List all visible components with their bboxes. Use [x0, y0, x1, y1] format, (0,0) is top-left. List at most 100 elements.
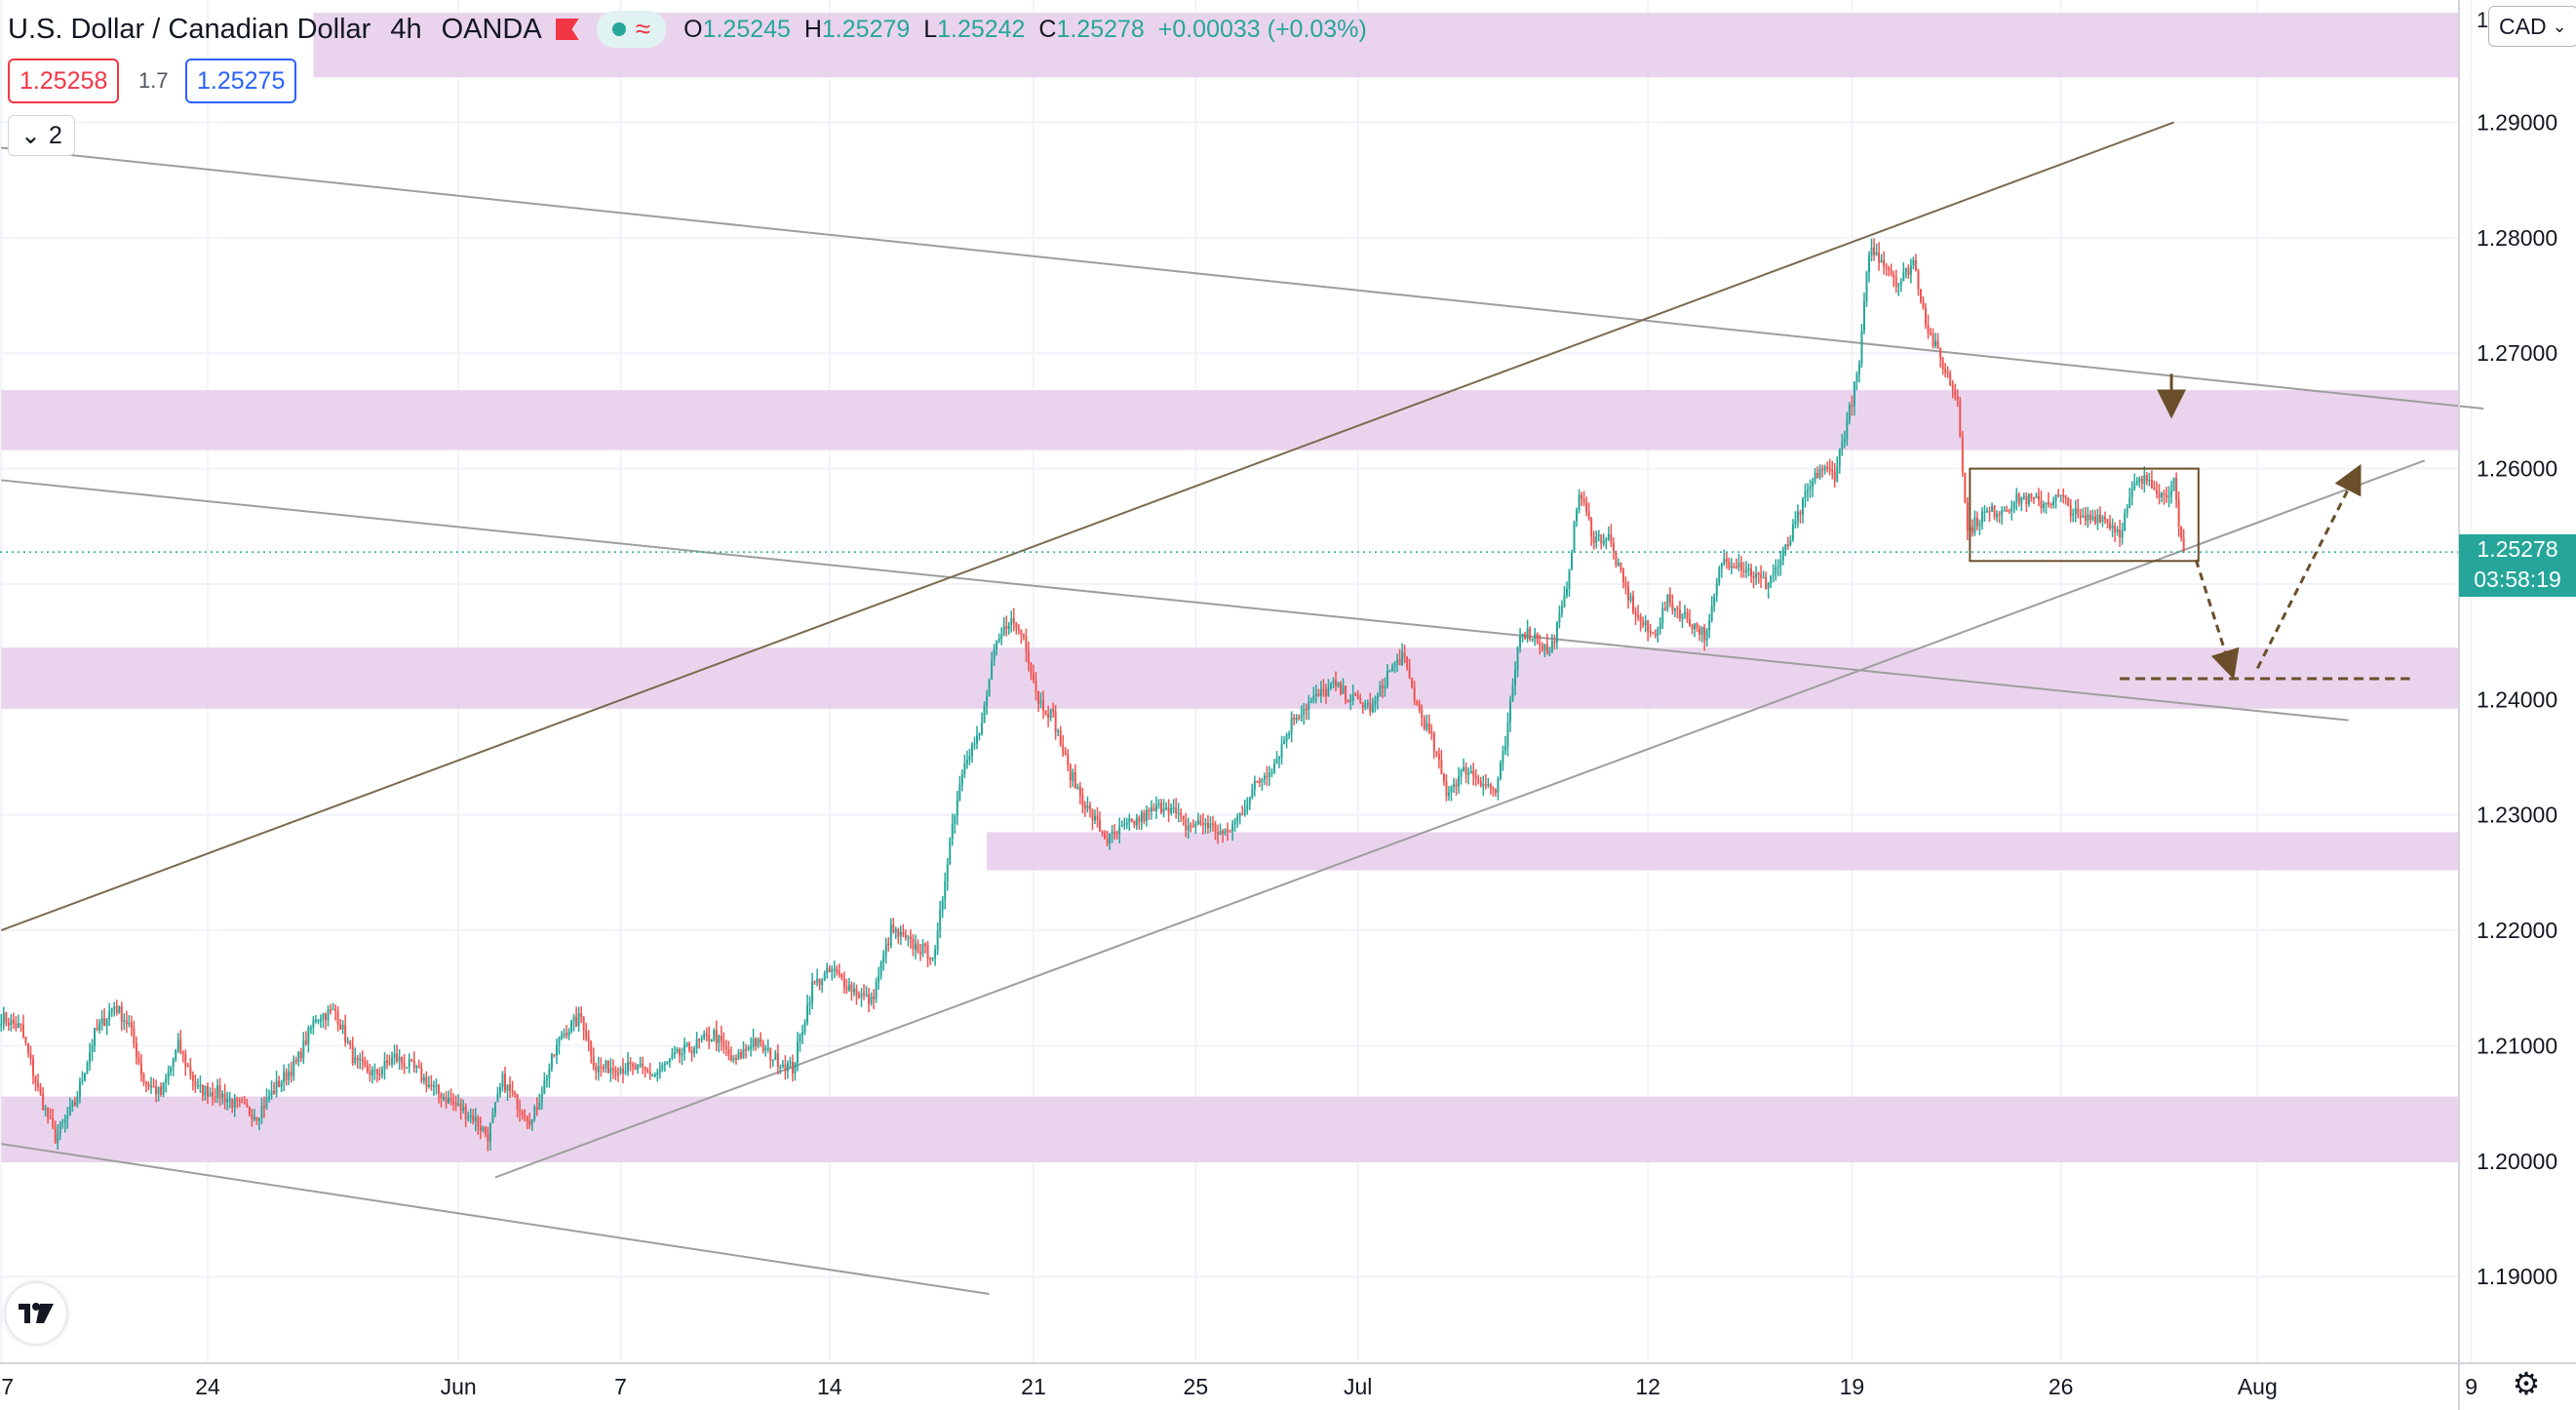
candle-body [1966, 502, 1969, 530]
price-tick-label: 1.22000 [2477, 918, 2557, 943]
candle-body [189, 1066, 192, 1076]
candle-body [1919, 289, 1922, 301]
candle-body [1401, 652, 1404, 665]
candle-body [98, 1023, 101, 1031]
candle-body [115, 1006, 118, 1013]
candle-body [332, 1008, 334, 1011]
candle-body [580, 1013, 583, 1017]
candle-body [1888, 267, 1891, 271]
candle-body [175, 1049, 177, 1060]
candle-body [734, 1057, 737, 1060]
candle-body [514, 1092, 517, 1095]
candle-body [1155, 804, 1158, 811]
candle-body [1423, 717, 1425, 729]
candle-body [59, 1123, 61, 1134]
candle-body [1162, 808, 1165, 813]
candle-body [771, 1060, 774, 1062]
candle-body [521, 1111, 524, 1116]
candle-body [273, 1090, 276, 1094]
candle-body [1959, 401, 1962, 437]
candle-body [1949, 373, 1952, 385]
candle-body [1737, 563, 1740, 568]
candle-body [1524, 634, 1527, 639]
gear-icon[interactable]: ⚙ [2512, 1366, 2541, 1401]
candle-body [2001, 510, 2004, 515]
candle-body [304, 1039, 307, 1044]
candle-body [1118, 826, 1121, 834]
candle-body [1408, 667, 1411, 679]
candle-body [297, 1051, 300, 1062]
candle-body [1851, 405, 1854, 407]
candle-body [585, 1031, 588, 1038]
candle-body [1904, 267, 1907, 273]
price-tick-label: 1.24000 [2477, 686, 2557, 712]
candle-body [1381, 685, 1384, 688]
candle-body [15, 1023, 18, 1029]
candle-body [437, 1084, 440, 1094]
buy-price-button[interactable]: 1.25275 [185, 59, 297, 103]
candle-body [1246, 805, 1249, 809]
sell-price-button[interactable]: 1.25258 [8, 59, 120, 103]
candle-body [1474, 775, 1477, 779]
candle-body [2138, 478, 2141, 482]
candle-body [740, 1051, 743, 1058]
symbol-name[interactable]: U.S. Dollar / Canadian Dollar [8, 13, 371, 45]
candle-body [639, 1064, 642, 1066]
candle-body [1708, 620, 1711, 631]
candle-body [1897, 285, 1900, 288]
candle-body [1160, 803, 1163, 813]
candle-body [1541, 645, 1543, 650]
currency-selector[interactable]: CAD ⌄ [2488, 6, 2576, 47]
candle-body [875, 981, 878, 999]
interval-label[interactable]: 4h [390, 13, 422, 45]
candle-body [1600, 534, 1603, 544]
candle-body [280, 1081, 283, 1087]
candle-body [236, 1098, 239, 1101]
market-status-pill[interactable]: ≈ [596, 11, 667, 48]
candle-body [1629, 596, 1632, 601]
indicators-collapse-button[interactable]: ⌄ 2 [8, 115, 75, 156]
candle-body [764, 1048, 767, 1051]
candle-body [1568, 568, 1571, 590]
candle-body [386, 1060, 389, 1064]
price-tick-label: 1.26000 [2477, 456, 2557, 482]
candle-body [1025, 636, 1028, 652]
candle-body [283, 1072, 286, 1082]
symbol-legend[interactable]: U.S. Dollar / Canadian Dollar 4h OANDA ≈… [8, 8, 1367, 51]
candle-body [1924, 308, 1927, 326]
candle-body [1818, 468, 1821, 479]
candle-body [1642, 622, 1645, 625]
candle-body [472, 1115, 475, 1122]
candle-body [1196, 820, 1199, 825]
candle-body [540, 1094, 543, 1103]
candle-body [270, 1090, 273, 1098]
candle-body [1057, 730, 1060, 732]
tradingview-logo-icon[interactable] [6, 1283, 66, 1344]
candle-body [857, 995, 860, 998]
candle-body [1022, 634, 1025, 637]
candle-body [963, 763, 966, 775]
candle-body [648, 1071, 651, 1076]
candle-body [1039, 700, 1042, 704]
candle-body [1730, 566, 1733, 568]
candle-body [1111, 831, 1113, 834]
candle-body [1978, 523, 1981, 527]
candle-body [1814, 472, 1816, 482]
candle-body [653, 1075, 656, 1077]
candle-body [398, 1057, 401, 1062]
candle-body [870, 996, 873, 1004]
candle-body [1885, 266, 1888, 268]
flag-icon[interactable] [555, 19, 579, 40]
candle-body [1789, 539, 1792, 545]
candle-body [479, 1126, 482, 1131]
candle-body [555, 1044, 558, 1056]
candle-body [1848, 405, 1851, 421]
change-value: +0.00033 (+0.03%) [1157, 15, 1367, 43]
candle-body [2, 1012, 5, 1024]
exchange-label: OANDA [441, 13, 542, 45]
candle-body [602, 1067, 605, 1070]
candle-body [1794, 521, 1797, 525]
candle-body [412, 1060, 415, 1068]
candle-body [449, 1097, 452, 1102]
